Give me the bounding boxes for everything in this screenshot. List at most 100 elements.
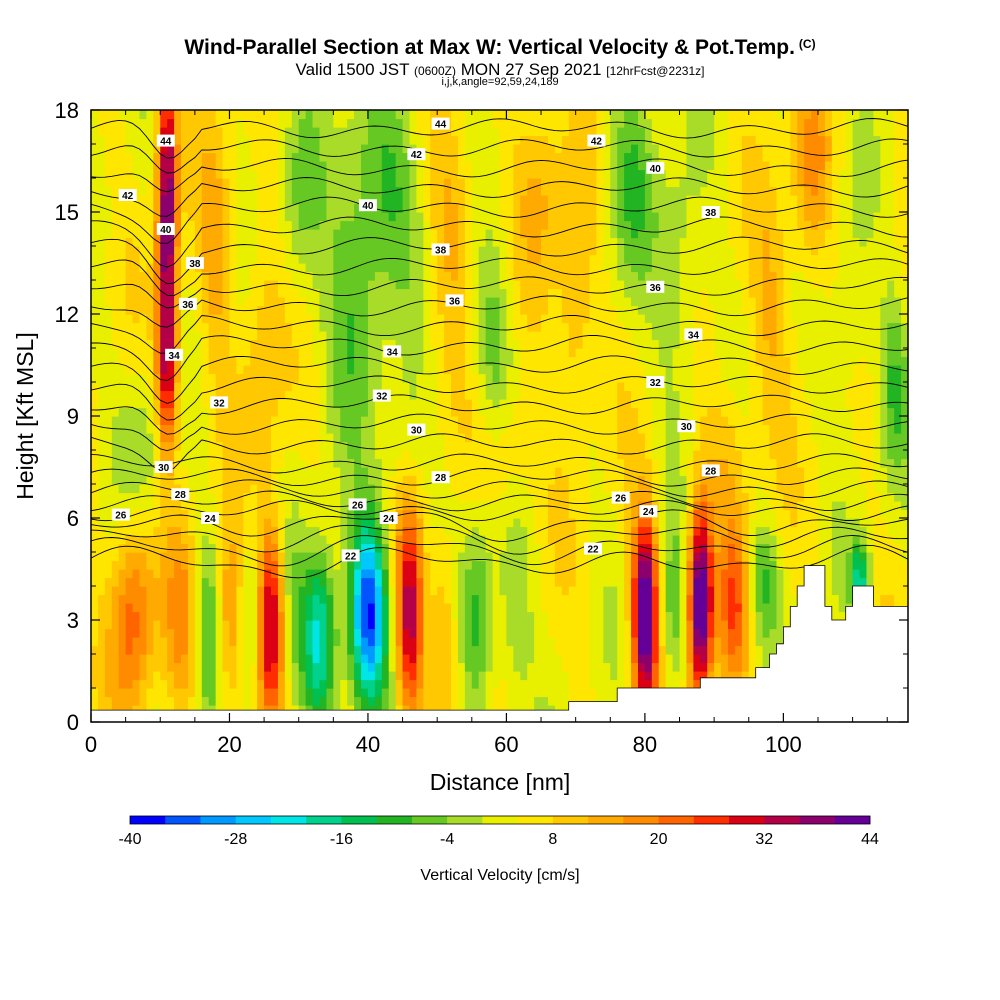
velocity-cell bbox=[222, 577, 231, 587]
velocity-cell bbox=[91, 645, 99, 655]
velocity-cell bbox=[852, 458, 861, 468]
velocity-cell bbox=[284, 594, 293, 604]
velocity-cell bbox=[333, 382, 341, 392]
velocity-cell bbox=[208, 679, 217, 689]
velocity-cell bbox=[714, 654, 722, 664]
velocity-cell bbox=[637, 373, 646, 383]
velocity-cell bbox=[506, 637, 514, 647]
velocity-cell bbox=[866, 399, 874, 409]
velocity-cell bbox=[118, 484, 127, 494]
velocity-cell bbox=[125, 356, 134, 366]
velocity-cell bbox=[554, 509, 563, 519]
velocity-cell bbox=[104, 560, 113, 570]
velocity-cell bbox=[215, 671, 224, 681]
velocity-cell bbox=[340, 705, 348, 715]
velocity-cell bbox=[534, 569, 542, 579]
velocity-cell bbox=[547, 450, 556, 460]
velocity-cell bbox=[437, 620, 445, 630]
velocity-cell bbox=[804, 552, 812, 562]
velocity-cell bbox=[312, 356, 321, 366]
velocity-cell bbox=[277, 475, 286, 485]
velocity-cell bbox=[721, 543, 729, 553]
velocity-cell bbox=[229, 535, 237, 545]
velocity-cell bbox=[243, 501, 251, 511]
velocity-cell bbox=[769, 586, 778, 596]
velocity-cell bbox=[236, 705, 244, 715]
velocity-cell bbox=[624, 671, 632, 681]
velocity-cell bbox=[561, 543, 570, 553]
velocity-cell bbox=[790, 441, 798, 451]
chart-title: Wind-Parallel Section at Max W: Vertical… bbox=[0, 36, 1000, 60]
velocity-cell bbox=[658, 535, 667, 545]
velocity-cell bbox=[762, 637, 771, 647]
velocity-cell bbox=[257, 688, 265, 698]
velocity-cell bbox=[589, 586, 598, 596]
velocity-cell bbox=[236, 424, 244, 434]
velocity-cell bbox=[541, 569, 549, 579]
velocity-cell bbox=[520, 671, 528, 681]
velocity-cell bbox=[208, 492, 217, 502]
velocity-cell bbox=[104, 492, 113, 502]
velocity-cell bbox=[146, 382, 154, 392]
velocity-cell bbox=[617, 458, 625, 468]
velocity-cell bbox=[395, 433, 404, 443]
velocity-cell bbox=[527, 543, 535, 553]
velocity-cell bbox=[125, 637, 134, 647]
velocity-cell bbox=[437, 424, 445, 434]
velocity-cell bbox=[734, 467, 743, 477]
velocity-cell bbox=[513, 688, 521, 698]
velocity-cell bbox=[132, 484, 141, 494]
velocity-cell bbox=[444, 577, 452, 587]
velocity-cell bbox=[457, 518, 466, 528]
velocity-cell bbox=[776, 552, 784, 562]
velocity-cell bbox=[665, 637, 674, 647]
velocity-cell bbox=[305, 654, 314, 664]
velocity-cell bbox=[714, 628, 722, 638]
velocity-cell bbox=[333, 594, 341, 604]
velocity-cell bbox=[797, 569, 805, 579]
velocity-cell bbox=[208, 594, 217, 604]
velocity-cell bbox=[624, 603, 632, 613]
velocity-cell bbox=[437, 560, 445, 570]
velocity-cell bbox=[153, 654, 161, 664]
velocity-cell bbox=[589, 450, 598, 460]
velocity-cell bbox=[831, 603, 840, 613]
velocity-cell bbox=[236, 441, 244, 451]
velocity-cell bbox=[194, 526, 203, 536]
velocity-cell bbox=[271, 501, 279, 511]
velocity-cell bbox=[658, 611, 667, 621]
velocity-cell bbox=[672, 611, 681, 621]
velocity-cell bbox=[437, 569, 445, 579]
velocity-cell bbox=[866, 382, 874, 392]
velocity-cell bbox=[880, 441, 888, 451]
velocity-cell bbox=[367, 450, 376, 460]
velocity-cell bbox=[347, 628, 355, 638]
velocity-cell bbox=[721, 433, 729, 443]
velocity-cell bbox=[264, 424, 272, 434]
velocity-cell bbox=[312, 603, 321, 613]
velocity-cell bbox=[91, 509, 99, 519]
velocity-cell bbox=[644, 603, 653, 613]
velocity-cell bbox=[402, 654, 411, 664]
velocity-cell bbox=[354, 433, 362, 443]
velocity-cell bbox=[139, 586, 147, 596]
velocity-cell bbox=[104, 467, 113, 477]
velocity-cell bbox=[361, 450, 369, 460]
velocity-cell bbox=[783, 390, 791, 400]
velocity-cell bbox=[527, 458, 535, 468]
velocity-cell bbox=[741, 569, 750, 579]
velocity-cell bbox=[395, 637, 404, 647]
velocity-cell bbox=[624, 450, 632, 460]
velocity-cell bbox=[534, 382, 542, 392]
velocity-cell bbox=[880, 552, 888, 562]
velocity-cell bbox=[111, 450, 120, 460]
velocity-cell bbox=[762, 450, 771, 460]
velocity-cell bbox=[423, 509, 431, 519]
velocity-cell bbox=[305, 492, 314, 502]
velocity-cell bbox=[146, 433, 154, 443]
velocity-cell bbox=[118, 467, 127, 477]
velocity-cell bbox=[541, 518, 549, 528]
velocity-cell bbox=[610, 679, 618, 689]
velocity-cell bbox=[631, 628, 639, 638]
velocity-cell bbox=[340, 586, 348, 596]
